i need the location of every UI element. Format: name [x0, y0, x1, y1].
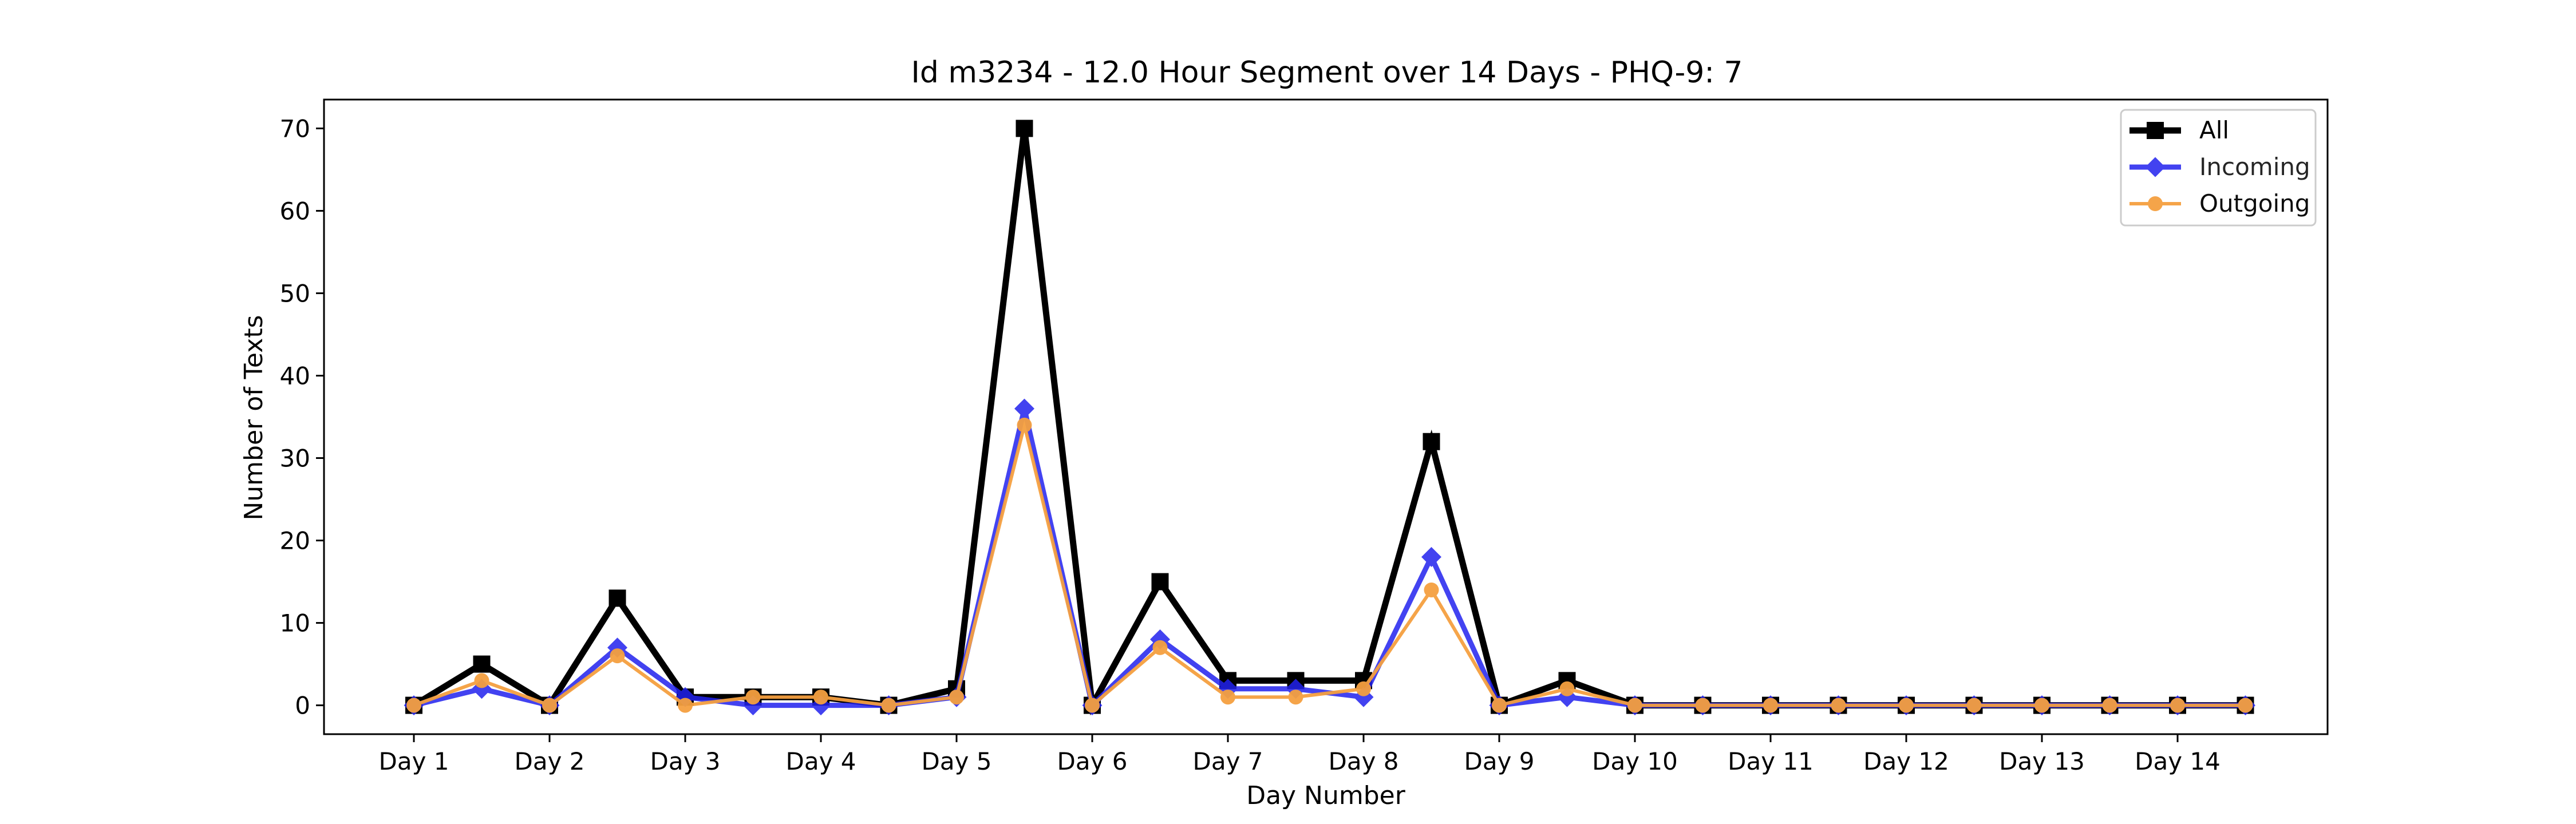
x-tick-label: Day 4 — [785, 747, 856, 775]
data-point-outgoing — [610, 648, 625, 664]
data-point-outgoing — [1085, 698, 1100, 713]
y-tick-label: 0 — [295, 692, 310, 720]
data-point-all — [1151, 573, 1169, 591]
plot-frame — [323, 98, 2329, 735]
x-tick-label: Day 5 — [921, 747, 991, 775]
data-point-outgoing — [2238, 698, 2253, 713]
x-tick-label: Day 10 — [1592, 747, 1678, 775]
x-tick-label: Day 6 — [1057, 747, 1127, 775]
data-point-outgoing — [1695, 698, 1710, 713]
data-point-outgoing — [1424, 582, 1439, 597]
series-line-outgoing — [413, 425, 2246, 709]
data-point-outgoing — [406, 698, 421, 713]
data-point-outgoing — [1288, 690, 1303, 705]
data-point-outgoing — [1627, 698, 1642, 713]
data-point-outgoing — [1831, 698, 1846, 713]
x-tick-label: Day 1 — [378, 747, 449, 775]
y-tick-label: 20 — [280, 527, 310, 555]
x-axis-label: Day Number — [1246, 781, 1406, 810]
x-tick-label: Day 12 — [1863, 747, 1949, 775]
series-outgoing — [406, 417, 2253, 713]
legend-item-all: All — [2129, 116, 2229, 144]
y-tick-label: 70 — [280, 114, 310, 142]
legend: All Incoming Outgoing — [2120, 109, 2317, 227]
data-point-outgoing — [474, 673, 489, 688]
legend-label-all: All — [2199, 116, 2229, 144]
data-point-outgoing — [881, 698, 896, 713]
x-tick-label: Day 2 — [514, 747, 584, 775]
y-tick-label: 50 — [280, 279, 310, 307]
data-point-outgoing — [2102, 698, 2117, 713]
chart-title: Id m3234 - 12.0 Hour Segment over 14 Day… — [911, 56, 1743, 90]
data-point-outgoing — [1220, 690, 1235, 705]
data-point-outgoing — [1152, 640, 1168, 655]
y-tick-label: 10 — [280, 609, 310, 637]
y-tick-label: 30 — [280, 445, 310, 473]
x-tick-label: Day 11 — [1728, 747, 1814, 775]
data-point-outgoing — [1559, 681, 1575, 696]
x-tick-label: Day 14 — [2135, 747, 2221, 775]
x-tick-label: Day 8 — [1328, 747, 1398, 775]
x-tick-label: Day 13 — [1999, 747, 2085, 775]
legend-marker-all — [2147, 122, 2164, 139]
data-point-outgoing — [1356, 681, 1371, 696]
x-tick-label: Day 9 — [1464, 747, 1534, 775]
data-point-incoming — [1421, 546, 1441, 567]
x-tick-label: Day 3 — [650, 747, 720, 775]
plot-area — [404, 120, 2255, 716]
legend-item-outgoing: Outgoing — [2129, 189, 2310, 217]
data-point-outgoing — [1966, 698, 1982, 713]
data-point-incoming — [1014, 398, 1034, 419]
legend-label-incoming: Incoming — [2199, 153, 2310, 181]
data-point-all — [473, 655, 491, 673]
legend-marker-outgoing — [2148, 196, 2163, 211]
legend-marker-incoming — [2145, 157, 2166, 177]
data-point-all — [609, 589, 626, 607]
data-point-outgoing — [1763, 698, 1778, 713]
legend-label-outgoing: Outgoing — [2199, 189, 2310, 217]
data-point-outgoing — [678, 698, 693, 713]
y-axis-label: Number of Texts — [239, 315, 268, 520]
data-point-all — [1423, 433, 1440, 450]
data-point-outgoing — [1492, 698, 1507, 713]
data-point-outgoing — [949, 690, 964, 705]
data-point-outgoing — [2170, 698, 2185, 713]
data-point-outgoing — [542, 698, 557, 713]
data-point-outgoing — [1899, 698, 1914, 713]
axes: 0 10 20 30 40 50 60 70 Day 1 Day 2 Day 3 Day 4 Day 5… — [280, 114, 2221, 775]
data-point-outgoing — [1017, 417, 1032, 433]
y-tick-label: 60 — [280, 197, 310, 225]
x-tick-label: Day 7 — [1192, 747, 1263, 775]
data-point-all — [1016, 120, 1033, 137]
y-tick-label: 40 — [280, 362, 310, 390]
data-point-outgoing — [813, 690, 828, 705]
data-point-outgoing — [2034, 698, 2049, 713]
legend-item-incoming: Incoming — [2129, 153, 2310, 181]
data-point-outgoing — [745, 690, 761, 705]
legend-box — [2120, 109, 2317, 227]
